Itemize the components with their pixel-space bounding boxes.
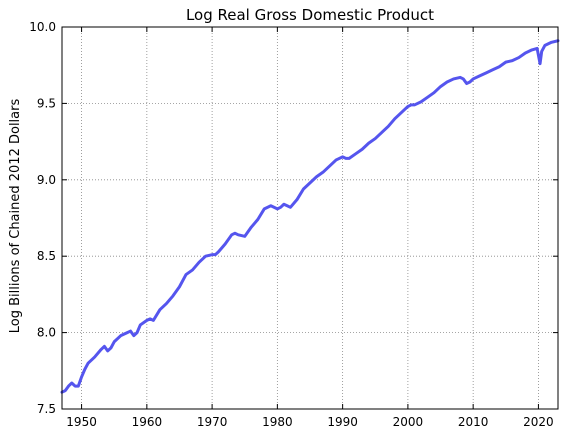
y-tick-label: 8.5 bbox=[37, 249, 56, 263]
y-tick-label: 10.0 bbox=[29, 20, 56, 34]
x-tick-label: 1980 bbox=[262, 415, 293, 429]
x-tick-label: 1950 bbox=[66, 415, 97, 429]
y-axis-label: Log Billions of Chained 2012 Dollars bbox=[8, 99, 23, 334]
y-tick-label: 8.0 bbox=[37, 326, 56, 340]
plot-area-frame bbox=[61, 26, 559, 410]
x-tick-label: 1970 bbox=[197, 415, 228, 429]
y-tick-label: 9.5 bbox=[37, 96, 56, 110]
x-tick-label: 1960 bbox=[132, 415, 163, 429]
x-tick-label: 2020 bbox=[523, 415, 554, 429]
y-tick-label: 9.0 bbox=[37, 173, 56, 187]
grid-layer bbox=[62, 26, 558, 410]
x-tick-label: 1990 bbox=[327, 415, 358, 429]
x-tick-label: 2010 bbox=[458, 415, 489, 429]
series-line bbox=[60, 39, 560, 394]
chart-title: Log Real Gross Domestic Product bbox=[186, 6, 434, 24]
tick-layer: 1950 1960 1970 1980 1990 2000 2010 2020 7.5 8.0 8.… bbox=[29, 20, 558, 429]
y-tick-label: 7.5 bbox=[37, 402, 56, 416]
x-tick-label: 2000 bbox=[393, 415, 424, 429]
series-layer bbox=[60, 39, 560, 394]
